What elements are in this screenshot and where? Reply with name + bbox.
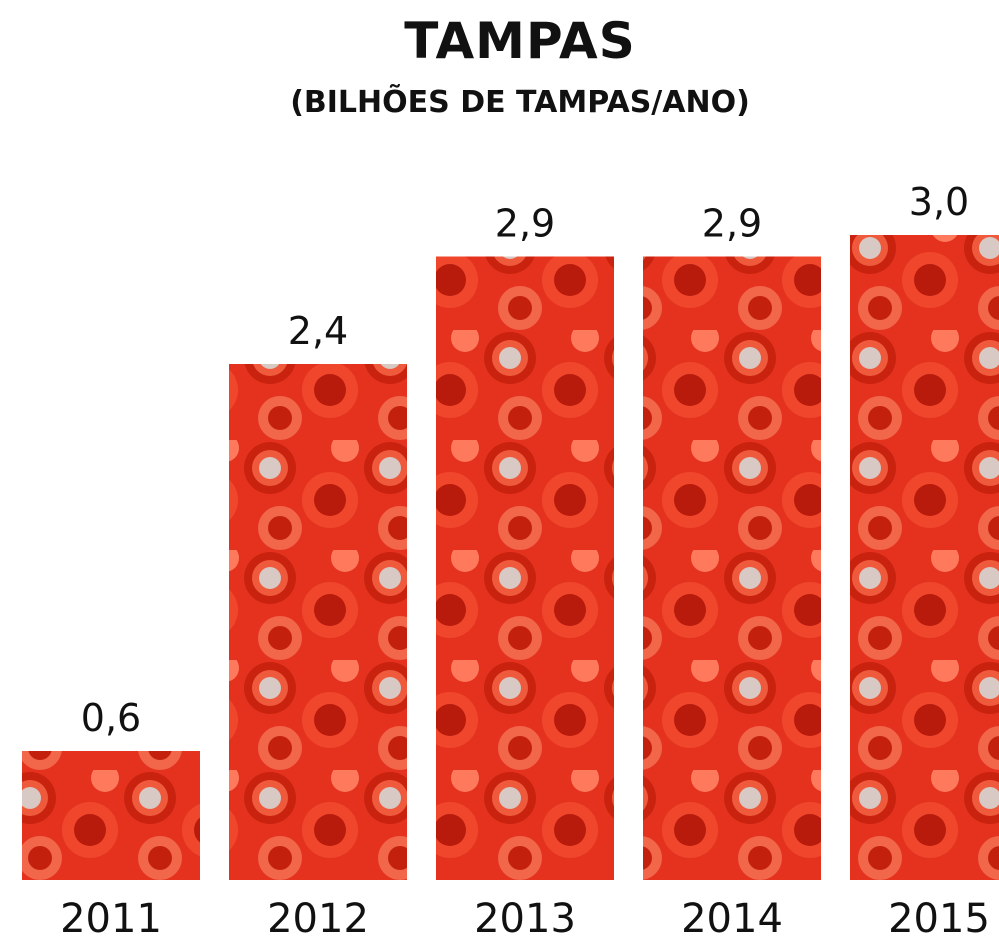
- bar: [643, 256, 821, 880]
- value-label: 0,6: [81, 696, 141, 740]
- chart-subtitle: (BILHÕES DE TAMPAS/ANO): [290, 83, 750, 120]
- value-label: 2,9: [702, 202, 762, 246]
- x-tick-label: 2013: [474, 896, 576, 942]
- bar: [850, 235, 999, 880]
- bar: [22, 751, 200, 880]
- x-tick-label: 2015: [888, 896, 990, 942]
- value-label: 3,0: [909, 180, 969, 224]
- bar: [436, 256, 614, 880]
- value-label: 2,9: [495, 202, 555, 246]
- chart-title: TAMPAS: [404, 12, 635, 70]
- x-tick-label: 2014: [681, 896, 783, 942]
- x-tick-label: 2011: [60, 896, 162, 942]
- bar: [229, 364, 407, 880]
- value-label: 2,4: [288, 309, 348, 353]
- x-tick-label: 2012: [267, 896, 369, 942]
